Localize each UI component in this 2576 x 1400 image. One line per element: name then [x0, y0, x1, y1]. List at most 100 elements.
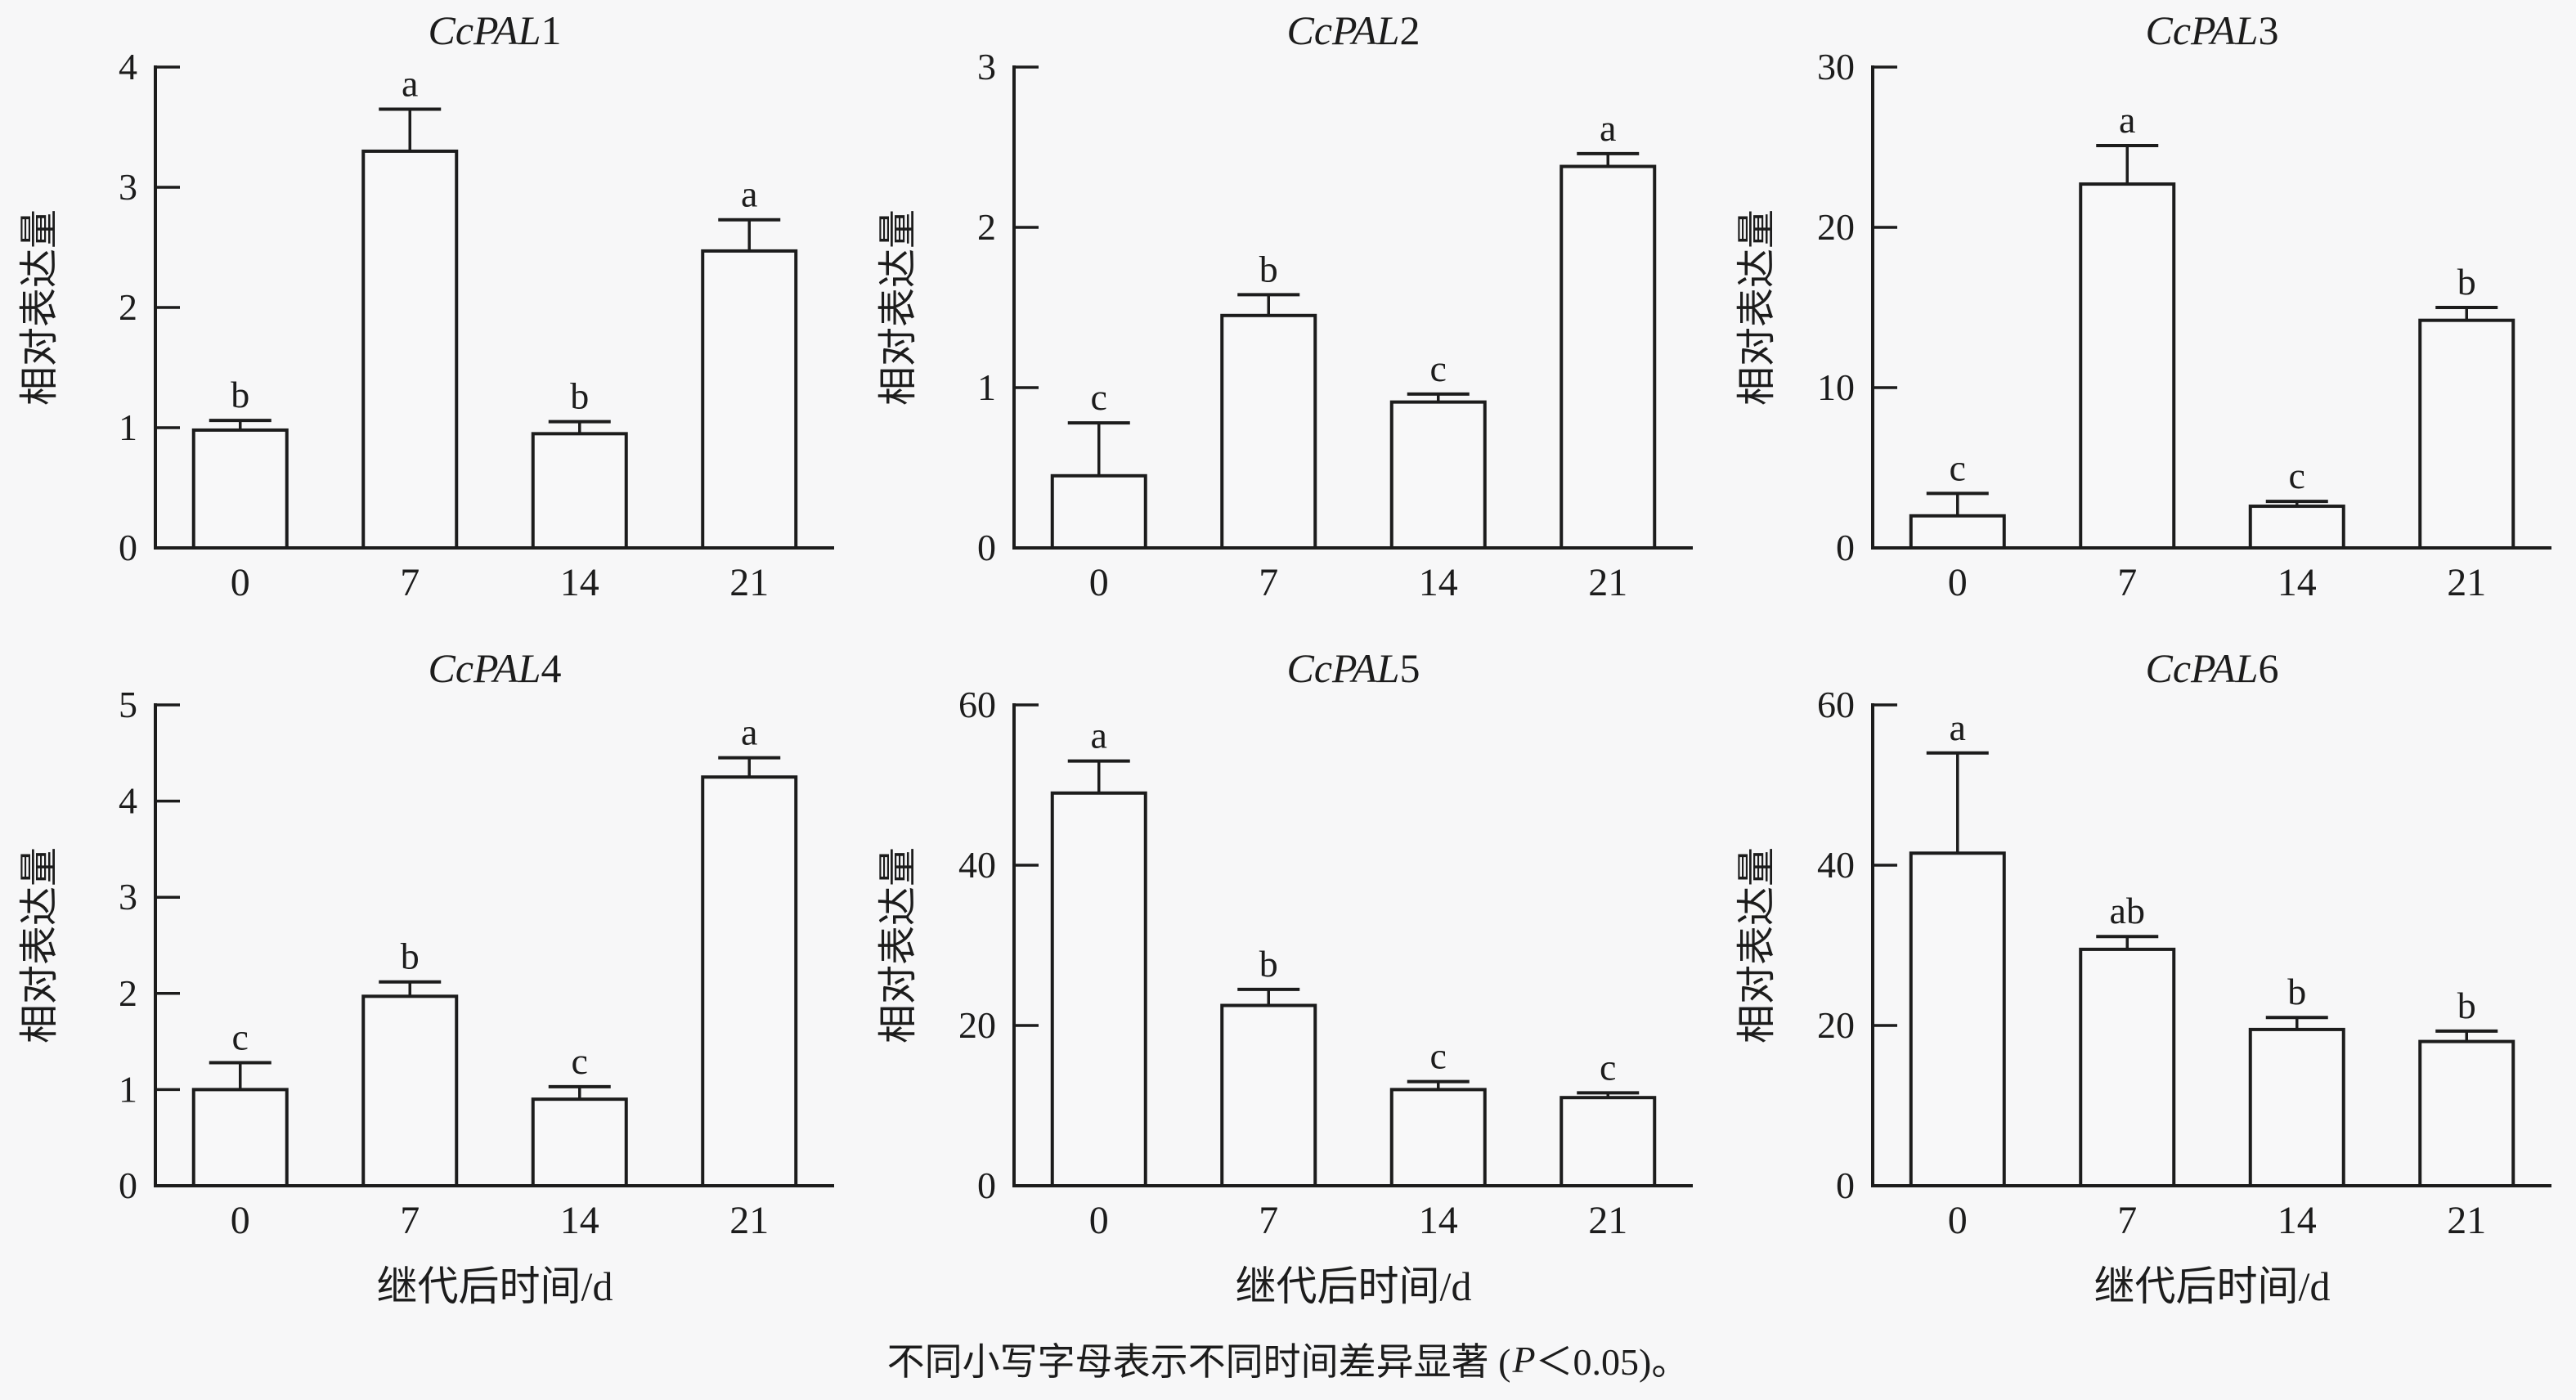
- x-axis-title: 继代后时间/d: [377, 1263, 613, 1309]
- chart-svg-ccpal2: CcPAL2 0 1 2 3 相对表达量 c 0 b 7 c 14 a 21: [877, 7, 1693, 604]
- x-tick-label: 7: [400, 1199, 420, 1242]
- significance-letter: a: [402, 62, 418, 104]
- chart-ccpal4: CcPAL4 0 1 2 3 4 5 相对表达量 c 0 b 7 c 14 a 21 继代后时间/d: [0, 638, 859, 1318]
- bar: [2079, 947, 2176, 1187]
- x-tick-label: 21: [729, 561, 769, 604]
- significance-letter: a: [2119, 99, 2135, 141]
- significance-letter: a: [1950, 707, 1966, 748]
- significance-letter: a: [741, 711, 757, 753]
- x-tick-label: 0: [1948, 561, 1968, 604]
- y-tick-label: 1: [977, 366, 996, 408]
- chart-title: CcPAL5: [1287, 645, 1420, 691]
- chart-title: CcPAL6: [2146, 645, 2279, 691]
- charts-grid: CcPAL1 0 1 2 3 4 相对表达量 b 0 a 7 b 14 a 21 CcPAL2 0 1 2 3 相对表…: [0, 0, 2576, 1318]
- figure-caption: 不同小写字母表示不同时间差异显著 (P ＜0.05)。: [0, 1318, 2576, 1400]
- chart-svg-ccpal1: CcPAL1 0 1 2 3 4 相对表达量 b 0 a 7 b 14 a 21: [18, 7, 834, 604]
- x-tick-label: 21: [2447, 561, 2486, 604]
- significance-letter: a: [1600, 107, 1616, 149]
- chart-ccpal6: CcPAL6 0 20 40 60 相对表达量 a 0 ab 7 b 14 b 21 继代后时间/d: [1717, 638, 2576, 1318]
- y-tick-label: 20: [958, 1004, 996, 1046]
- y-axis-title: 相对表达量: [877, 209, 920, 406]
- x-tick-label: 14: [560, 1199, 599, 1242]
- bar: [2418, 1039, 2515, 1187]
- bar: [1560, 164, 1657, 550]
- caption-text-after: ＜0.05)。: [1535, 1341, 1690, 1383]
- significance-letter: b: [1259, 943, 1278, 985]
- y-tick-label: 0: [1836, 527, 1855, 568]
- significance-letter: b: [570, 375, 589, 417]
- chart-svg-ccpal5: CcPAL5 0 20 40 60 相对表达量 a 0 b 7 c 14 c 21 继代后时间/d: [877, 645, 1693, 1309]
- significance-letter: ab: [2110, 890, 2145, 931]
- bar: [2418, 318, 2515, 550]
- bar: [1560, 1096, 1657, 1188]
- bar: [701, 775, 798, 1187]
- chart-title: CcPAL3: [2146, 7, 2279, 53]
- chart-svg-ccpal3: CcPAL3 0 10 20 30 相对表达量 c 0 a 7 c 14 b 21: [1735, 7, 2551, 604]
- bar: [1220, 313, 1317, 550]
- x-tick-label: 14: [2278, 561, 2317, 604]
- chart-title: CcPAL1: [429, 7, 562, 53]
- chart-ccpal5: CcPAL5 0 20 40 60 相对表达量 a 0 b 7 c 14 c 21 继代后时间/d: [859, 638, 1717, 1318]
- significance-letter: c: [232, 1016, 249, 1057]
- x-axis-title: 继代后时间/d: [1236, 1263, 1472, 1309]
- x-tick-label: 14: [1419, 1199, 1458, 1242]
- y-tick-label: 10: [1817, 366, 1855, 408]
- bar: [1909, 851, 2006, 1187]
- y-tick-label: 2: [119, 972, 137, 1014]
- x-tick-label: 0: [231, 561, 250, 604]
- x-tick-label: 7: [2117, 561, 2137, 604]
- significance-letter: b: [2287, 971, 2306, 1012]
- bar: [1220, 1003, 1317, 1187]
- y-axis-title: 相对表达量: [1735, 847, 1779, 1043]
- significance-letter: c: [1600, 1046, 1616, 1088]
- significance-letter: c: [572, 1040, 588, 1082]
- y-tick-label: 60: [1817, 684, 1855, 725]
- x-tick-label: 21: [729, 1199, 769, 1242]
- significance-letter: c: [1950, 446, 1966, 488]
- y-tick-label: 0: [977, 1164, 996, 1206]
- significance-letter: c: [1430, 348, 1447, 389]
- chart-title: CcPAL2: [1287, 7, 1420, 53]
- y-tick-label: 3: [119, 876, 137, 918]
- x-tick-label: 14: [560, 561, 599, 604]
- chart-svg-ccpal4: CcPAL4 0 1 2 3 4 5 相对表达量 c 0 b 7 c 14 a 21 继代后时间/d: [18, 645, 834, 1309]
- y-tick-label: 0: [119, 1164, 137, 1206]
- bar: [701, 249, 798, 550]
- x-tick-label: 0: [1089, 561, 1109, 604]
- bar: [191, 428, 289, 550]
- y-tick-label: 3: [977, 46, 996, 88]
- chart-svg-ccpal6: CcPAL6 0 20 40 60 相对表达量 a 0 ab 7 b 14 b 21 继代后时间/d: [1735, 645, 2551, 1309]
- x-tick-label: 7: [1259, 1199, 1278, 1242]
- significance-letter: c: [1430, 1035, 1447, 1077]
- bar: [2079, 182, 2176, 550]
- bar: [2248, 505, 2345, 550]
- y-tick-label: 20: [1817, 1004, 1855, 1046]
- x-tick-label: 7: [2117, 1199, 2137, 1242]
- y-tick-label: 1: [119, 1068, 137, 1110]
- chart-ccpal1: CcPAL1 0 1 2 3 4 相对表达量 b 0 a 7 b 14 a 21: [0, 0, 859, 638]
- caption-text-before: 不同小写字母表示不同时间差异显著 (: [886, 1341, 1511, 1383]
- y-tick-label: 2: [119, 286, 137, 328]
- significance-letter: c: [1091, 376, 1107, 418]
- bar: [1050, 473, 1147, 550]
- x-tick-label: 0: [1089, 1199, 1109, 1242]
- x-tick-label: 14: [2278, 1199, 2317, 1242]
- y-tick-label: 20: [1817, 206, 1855, 248]
- y-tick-label: 30: [1817, 46, 1855, 88]
- bar: [361, 994, 459, 1187]
- significance-letter: b: [231, 374, 249, 415]
- bar: [1389, 400, 1487, 550]
- bar: [531, 1097, 628, 1187]
- significance-letter: b: [401, 936, 420, 977]
- significance-letter: b: [2457, 985, 2476, 1026]
- chart-title: CcPAL4: [429, 645, 562, 691]
- x-tick-label: 7: [1259, 561, 1278, 604]
- y-tick-label: 0: [977, 527, 996, 568]
- y-tick-label: 40: [958, 844, 996, 886]
- significance-letter: c: [2289, 455, 2305, 496]
- chart-ccpal2: CcPAL2 0 1 2 3 相对表达量 c 0 b 7 c 14 a 21: [859, 0, 1717, 638]
- significance-letter: a: [1091, 715, 1107, 756]
- y-tick-label: 60: [958, 684, 996, 725]
- y-tick-label: 0: [119, 527, 137, 568]
